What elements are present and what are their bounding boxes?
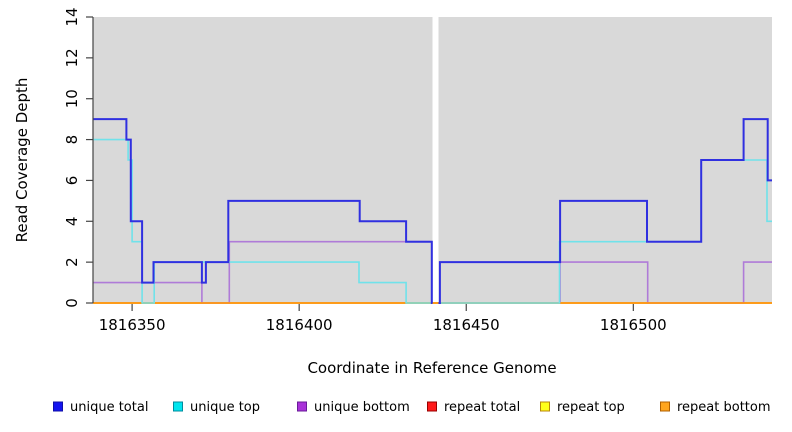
y-tick-label: 10: [63, 89, 81, 108]
y-tick-label: 0: [63, 298, 81, 308]
x-tick-label: 1816450: [433, 316, 500, 334]
series-line-unique-total: [93, 118, 433, 304]
x-axis-ticks: 1816350 1816400 1816450 1816500: [99, 304, 667, 334]
x-tick-label: 1816350: [99, 316, 166, 334]
legend-swatch-unique-bottom: [297, 401, 307, 412]
legend-label-repeat-total: repeat total: [444, 400, 520, 415]
y-axis-ticks: 0 2 4 6 8 10 12 14: [63, 7, 93, 308]
y-tick-label: 4: [63, 217, 81, 227]
legend-label-repeat-bottom: repeat bottom: [677, 400, 771, 415]
legend-label-repeat-top: repeat top: [557, 400, 625, 415]
no-data-gap-band: [432, 17, 439, 303]
legend-swatch-repeat-total: [427, 401, 437, 412]
legend: unique total unique top unique bottom repea…: [53, 400, 771, 415]
y-tick-label: 12: [63, 48, 81, 67]
x-axis-title: Coordinate in Reference Genome: [307, 359, 556, 377]
x-tick-label: 1816400: [266, 316, 333, 334]
y-tick-label: 2: [63, 257, 81, 267]
x-tick-label: 1816500: [600, 316, 667, 334]
legend-swatch-unique-total: [53, 401, 63, 412]
y-tick-label: 8: [63, 135, 81, 145]
series-line-unique-total: [438, 118, 772, 304]
legend-swatch-unique-top: [173, 401, 183, 412]
legend-label-unique-total: unique total: [70, 400, 148, 415]
legend-label-unique-top: unique top: [190, 400, 260, 415]
series-lines: [93, 118, 772, 304]
y-tick-label: 6: [63, 176, 81, 186]
legend-label-unique-bottom: unique bottom: [314, 400, 410, 415]
y-tick-label: 14: [63, 7, 81, 26]
legend-swatch-repeat-bottom: [660, 401, 670, 412]
legend-swatch-repeat-top: [540, 401, 550, 412]
y-axis-title: Read Coverage Depth: [13, 78, 31, 243]
series-line-unique-top: [93, 138, 433, 304]
